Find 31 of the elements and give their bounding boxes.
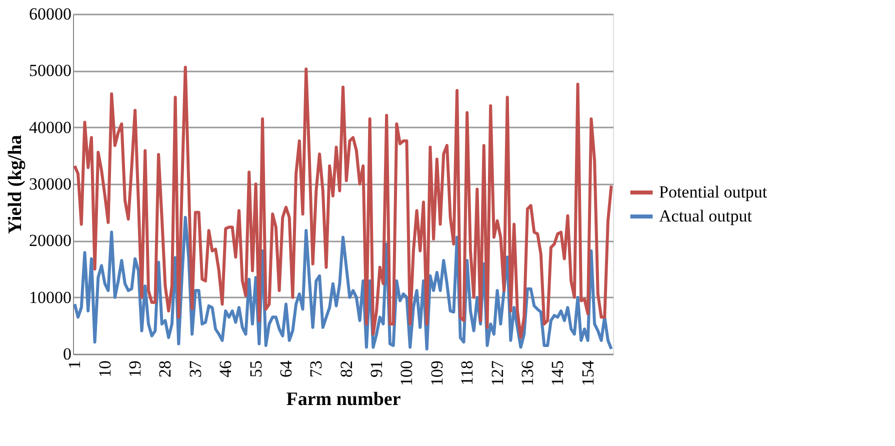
line-series: [73, 66, 613, 340]
legend-label: Actual output: [659, 206, 752, 226]
y-tick-label: 0: [63, 344, 72, 364]
line-series: [73, 216, 613, 350]
y-tick-label: 40000: [29, 118, 72, 137]
x-tick-label: 82: [336, 360, 356, 378]
x-tick-label: 127: [488, 360, 507, 386]
y-tick-label: 60000: [29, 4, 72, 24]
x-tick-label: 109: [427, 360, 446, 386]
x-tick-label: 136: [518, 360, 537, 386]
x-tick-label: 100: [397, 360, 416, 386]
x-tick-label: 73: [306, 360, 326, 378]
x-tick-label: 154: [578, 360, 598, 386]
legend-label: Potential output: [659, 182, 768, 202]
x-tick-label: 145: [548, 360, 568, 386]
x-tick-label: 28: [156, 360, 175, 378]
x-tick-label: 64: [276, 360, 296, 378]
x-tick-label: 1: [65, 360, 84, 369]
x-axis-title: Farm number: [286, 389, 402, 410]
x-tick-label: 46: [216, 360, 236, 378]
y-tick-label: 30000: [29, 174, 72, 194]
y-tick-label: 10000: [29, 288, 72, 307]
y-tick-label: 50000: [29, 61, 72, 80]
y-tick-label: 20000: [29, 231, 72, 250]
x-tick-label: 37: [186, 360, 205, 378]
x-tick-label: 19: [126, 360, 145, 378]
x-tick-label: 118: [458, 360, 477, 386]
x-tick-label: 55: [246, 360, 266, 378]
y-axis-title: Yield (kg/ha: [5, 134, 26, 234]
x-tick-label: 10: [95, 360, 114, 378]
x-tick-label: 91: [367, 360, 386, 378]
